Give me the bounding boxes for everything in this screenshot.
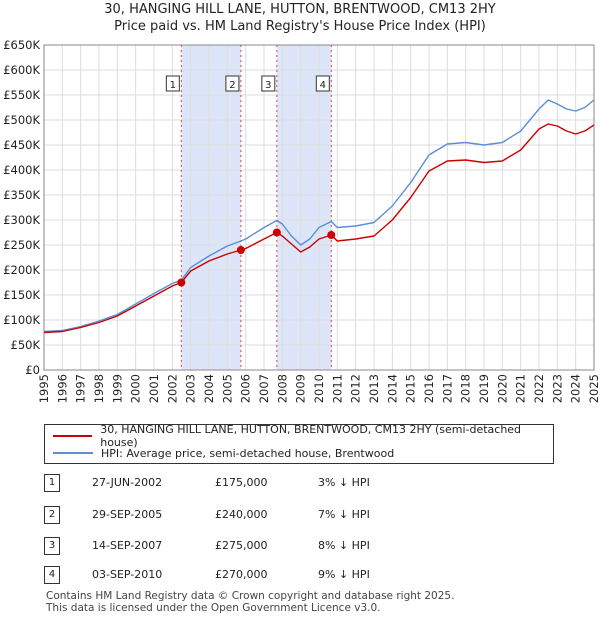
x-tick-label: 2008 xyxy=(275,374,289,403)
y-tick-label: £150K xyxy=(3,288,40,302)
x-tick-label: 2020 xyxy=(495,374,509,403)
sale-label: 4 xyxy=(320,80,326,91)
y-tick-label: £0 xyxy=(25,363,40,377)
y-tick-label: £550K xyxy=(3,88,40,102)
x-tick-label: 1997 xyxy=(74,374,88,403)
y-tick-label: £50K xyxy=(11,338,41,352)
transaction-hpi-diff: 3% ↓ HPI xyxy=(318,476,370,489)
footer-licence: This data is licensed under the Open Gov… xyxy=(46,602,381,614)
sale-point xyxy=(177,278,186,287)
x-tick-label: 2015 xyxy=(404,374,418,403)
x-tick-label: 2016 xyxy=(422,374,436,403)
x-tick-label: 2009 xyxy=(294,374,308,403)
x-tick-label: 2012 xyxy=(349,374,363,403)
x-tick-label: 2024 xyxy=(569,374,583,403)
x-tick-label: 2000 xyxy=(129,374,143,403)
transaction-hpi-diff: 9% ↓ HPI xyxy=(318,568,370,581)
legend-item-property: 30, HANGING HILL LANE, HUTTON, BRENTWOOD… xyxy=(53,423,553,449)
x-tick-label: 2021 xyxy=(514,374,528,403)
transaction-price: £275,000 xyxy=(215,539,268,552)
x-tick-label: 2022 xyxy=(532,374,546,403)
x-tick-label: 2018 xyxy=(459,374,473,403)
x-tick-label: 2014 xyxy=(385,374,399,403)
sale-label: 2 xyxy=(229,80,235,91)
legend: 30, HANGING HILL LANE, HUTTON, BRENTWOOD… xyxy=(44,423,554,464)
x-tick-label: 1998 xyxy=(92,374,106,403)
x-tick-label: 2006 xyxy=(239,374,253,403)
x-tick-label: 1999 xyxy=(110,374,124,403)
price-chart: 1 2 3 4 £0 £50K £100K £150K £200K £250K £300K £350K… xyxy=(3,38,600,403)
transaction-date: 27-JUN-2002 xyxy=(92,476,163,489)
sale-label-box xyxy=(261,75,276,92)
x-tick-label: 2011 xyxy=(330,374,344,403)
transaction-price: £175,000 xyxy=(215,476,268,489)
x-tick-label: 2017 xyxy=(440,374,454,403)
y-tick-label: £500K xyxy=(3,113,40,127)
y-tick-label: £250K xyxy=(3,238,40,252)
sale-label: 1 xyxy=(170,80,176,91)
sale-label-box xyxy=(165,75,180,92)
x-tick-label: 2004 xyxy=(202,374,216,403)
transaction-hpi-diff: 8% ↓ HPI xyxy=(318,539,370,552)
transaction-hpi-diff: 7% ↓ HPI xyxy=(318,508,370,521)
y-tick-label: £450K xyxy=(3,138,40,152)
hpi-line xyxy=(43,99,595,333)
transaction-price: £270,000 xyxy=(215,568,268,581)
x-tick-label: 2019 xyxy=(477,374,491,403)
shaded-period xyxy=(276,45,332,370)
x-tick-label: 2002 xyxy=(165,374,179,403)
sale-label-box xyxy=(315,75,330,92)
y-tick-label: £300K xyxy=(3,213,40,227)
transaction-date: 14-SEP-2007 xyxy=(92,539,163,552)
sale-point xyxy=(272,228,281,237)
x-tick-label: 2023 xyxy=(550,374,564,403)
transaction-badge: 3 xyxy=(44,537,60,555)
chart-subtitle: Price paid vs. HM Land Registry's House … xyxy=(114,19,486,34)
y-tick-label: £650K xyxy=(3,38,40,52)
x-tick-label: 2025 xyxy=(587,374,600,403)
transaction-price: £240,000 xyxy=(215,508,268,521)
sale-point xyxy=(236,246,245,254)
y-tick-label: £100K xyxy=(3,313,40,327)
transaction-badge: 4 xyxy=(44,566,60,584)
y-tick-label: £200K xyxy=(3,263,40,277)
chart-title: 30, HANGING HILL LANE, HUTTON, BRENTWOOD… xyxy=(104,2,496,17)
x-tick-label: 2007 xyxy=(257,374,271,403)
x-tick-label: 2005 xyxy=(220,374,234,403)
sale-label-box xyxy=(225,75,240,92)
transaction-date: 29-SEP-2005 xyxy=(92,508,163,521)
y-tick-label: £400K xyxy=(3,163,40,177)
transaction-date: 03-SEP-2010 xyxy=(92,568,163,581)
x-tick-label: 2003 xyxy=(184,374,198,403)
x-tick-label: 2010 xyxy=(312,374,326,403)
x-tick-label: 2013 xyxy=(367,374,381,403)
sale-label: 3 xyxy=(265,80,271,91)
sale-point xyxy=(327,231,336,239)
property-line-swatch xyxy=(53,435,93,437)
transaction-badge: 2 xyxy=(44,506,60,524)
legend-hpi-label: HPI: Average price, semi-detached house,… xyxy=(101,446,395,460)
legend-property-label: 30, HANGING HILL LANE, HUTTON, BRENTWOOD… xyxy=(100,423,522,449)
legend-item-hpi: HPI: Average price, semi-detached house,… xyxy=(53,445,394,461)
shaded-period xyxy=(181,45,241,370)
y-tick-label: £600K xyxy=(3,63,40,77)
x-tick-label: 1996 xyxy=(55,374,69,403)
property-price-line xyxy=(43,123,595,334)
hpi-line-swatch xyxy=(53,452,93,454)
transaction-badge: 1 xyxy=(44,474,60,492)
y-tick-label: £350K xyxy=(3,188,40,202)
x-tick-label: 1995 xyxy=(37,374,51,403)
x-tick-label: 2001 xyxy=(147,374,161,403)
plot-frame xyxy=(43,44,595,371)
footer-copyright: Contains HM Land Registry data © Crown c… xyxy=(46,590,455,602)
